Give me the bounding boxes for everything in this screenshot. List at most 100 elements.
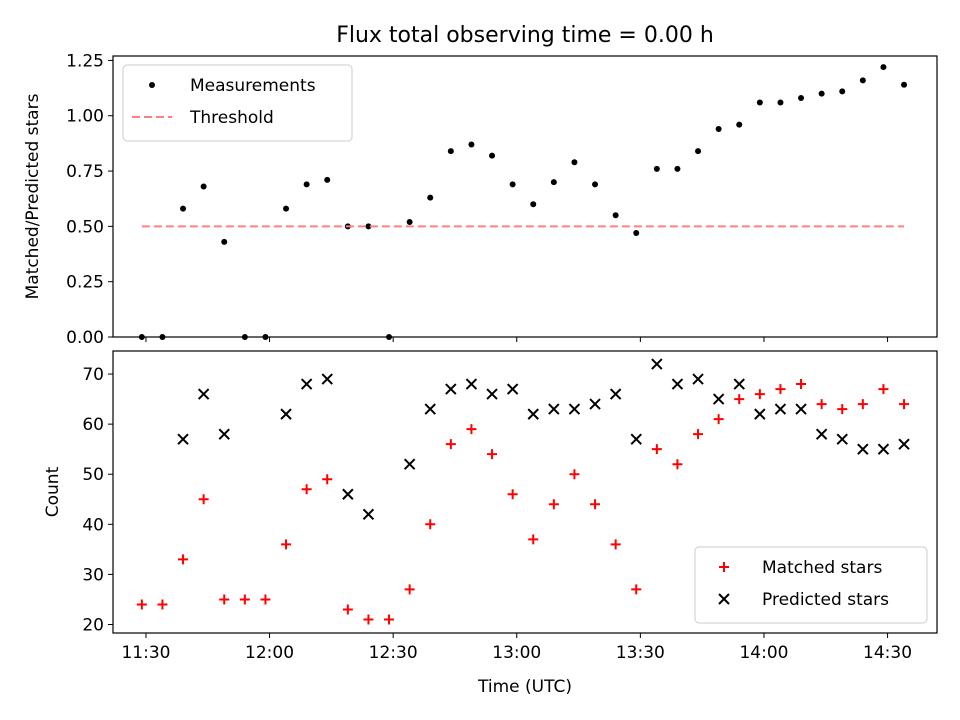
y-axis-label: Count <box>43 466 63 517</box>
matched-star-point <box>301 484 312 495</box>
matched-star-point <box>816 399 827 410</box>
measurement-point <box>447 148 454 155</box>
predicted-star-point <box>342 488 354 500</box>
predicted-star-point <box>177 433 189 445</box>
legend-plus-marker <box>719 562 729 572</box>
matched-star-point <box>878 384 889 395</box>
matched-star-point <box>404 584 415 595</box>
measurement-point <box>633 230 640 237</box>
predicted-star-point <box>300 378 313 390</box>
measurement-point <box>695 148 702 155</box>
measurement-point <box>489 152 496 159</box>
matched-star-point <box>713 414 724 425</box>
measurement-point <box>550 179 557 186</box>
x-tick-label: 11:30 <box>121 643 170 663</box>
measurement-point <box>180 205 187 212</box>
legend-x-marker <box>718 593 730 605</box>
matched-star-point <box>857 399 868 410</box>
legend-label: Measurements <box>190 76 316 96</box>
measurement-point <box>406 218 413 225</box>
matched-star-point <box>796 379 807 390</box>
legend-frame <box>122 64 353 142</box>
predicted-star-point <box>630 433 642 445</box>
legend-frame <box>694 546 928 624</box>
x-tick-label: 13:30 <box>616 643 665 663</box>
matched-star-point <box>775 384 786 395</box>
measurement-point <box>612 212 619 219</box>
measurement-point <box>653 165 660 172</box>
measurement-point <box>427 194 434 201</box>
legend-label: Matched stars <box>762 558 882 578</box>
measurement-point <box>818 90 825 97</box>
matched-star-point <box>157 599 168 610</box>
x-tick-label: 14:30 <box>863 643 912 663</box>
matched-star-point <box>198 494 209 505</box>
matched-star-point <box>260 594 271 605</box>
predicted-star-point <box>609 388 622 400</box>
predicted-star-point <box>218 428 230 440</box>
measurement-point <box>592 181 599 188</box>
x-tick-label: 12:30 <box>369 643 418 663</box>
matched-star-point <box>384 614 395 625</box>
y-tick-label: 0.75 <box>66 162 104 182</box>
x-axis-label: Time (UTC) <box>477 677 572 697</box>
matched-star-point <box>322 474 333 485</box>
predicted-star-point <box>733 378 745 390</box>
measurement-point <box>365 223 372 230</box>
matched-star-point <box>631 584 642 595</box>
predicted-star-point <box>548 403 560 415</box>
plot-frame <box>112 55 938 338</box>
predicted-star-point <box>877 443 890 455</box>
measurement-point <box>241 334 248 340</box>
matched-star-point <box>239 594 250 605</box>
chart-title: Flux total observing time = 0.00 h <box>336 23 714 48</box>
legend-dot-marker <box>149 82 155 88</box>
predicted-star-point <box>754 408 766 420</box>
measurement-point <box>303 181 310 188</box>
predicted-star-point <box>362 508 375 520</box>
measurement-point <box>571 159 578 166</box>
measurement-point <box>386 334 393 340</box>
y-tick-label: 0.50 <box>66 217 104 237</box>
y-tick-label: 20 <box>82 615 104 635</box>
measurement-point <box>200 183 207 190</box>
measurement-point <box>715 126 722 133</box>
matched-star-point <box>754 389 765 400</box>
predicted-star-point <box>795 403 807 415</box>
matched-star-point <box>342 604 353 615</box>
measurement-point <box>674 165 681 172</box>
matched-star-point <box>837 404 848 415</box>
measurement-point <box>509 181 516 188</box>
measurement-point <box>530 201 537 208</box>
x-tick-label: 14:00 <box>739 643 788 663</box>
predicted-star-point <box>692 373 704 385</box>
measurement-point <box>798 95 805 102</box>
matched-star-point <box>610 539 621 550</box>
matched-star-point <box>219 594 230 605</box>
y-tick-label: 40 <box>82 515 104 535</box>
matched-star-point <box>487 449 498 460</box>
measurement-point <box>283 205 290 212</box>
legend: Matched stars Predicted stars <box>694 546 928 624</box>
plot-frame <box>112 350 938 634</box>
predicted-star-point <box>651 358 663 370</box>
matched-star-point <box>590 499 601 510</box>
matched-star-point <box>548 499 559 510</box>
measurement-point <box>262 334 269 340</box>
matched-star-point <box>466 424 477 435</box>
measurement-point <box>138 334 145 340</box>
predicted-star-point <box>712 393 725 405</box>
predicted-star-point <box>197 388 210 400</box>
y-tick-label: 0.00 <box>66 328 104 348</box>
measurement-point <box>756 99 763 106</box>
predicted-star-point <box>568 403 581 415</box>
matched-star-point <box>425 519 436 530</box>
matched-star-point <box>136 599 147 610</box>
predicted-star-point <box>321 373 333 385</box>
x-tick-label: 13:00 <box>492 643 541 663</box>
y-tick-label: 0.25 <box>66 273 104 293</box>
y-tick-label: 1.25 <box>66 51 104 71</box>
matched-star-point <box>672 459 683 470</box>
predicted-star-point <box>836 433 848 445</box>
